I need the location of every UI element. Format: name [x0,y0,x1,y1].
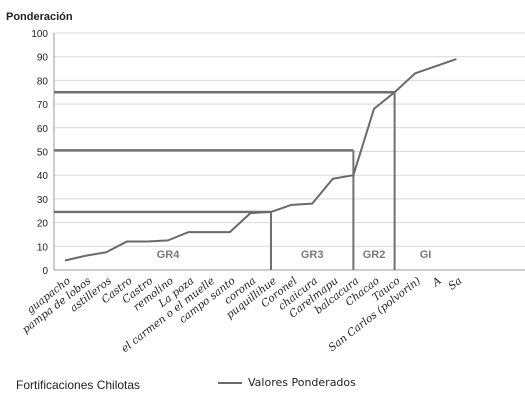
y-tick-label: 80 [37,76,49,87]
x-tick-label: Sa [446,275,464,293]
x-tick-label: A [429,275,443,290]
y-tick-label: 50 [37,148,49,159]
y-tick-label: 90 [37,53,49,64]
group-label: GR2 [363,249,386,261]
y-tick-label: 20 [37,219,49,230]
legend-label: Valores Ponderados [248,376,356,389]
legend-swatch [218,381,242,384]
series-line [64,58,457,262]
chart-footer-title: Fortificaciones Chilotas [16,378,141,392]
y-tick-label: 60 [37,124,49,135]
group-label: GI [420,249,432,261]
threshold-lines [54,91,396,270]
y-tick-label: 30 [37,195,49,206]
legend: Valores Ponderados [218,376,356,389]
y-tick-label: 40 [37,171,49,182]
group-label: GR4 [157,249,181,261]
series-lines [64,58,457,262]
y-tick-label: 0 [42,266,48,277]
y-tick-label: 70 [37,100,49,111]
y-tick-label: 10 [37,242,49,253]
y-tick-labels: 0 10 20 30 40 50 60 70 80 90 100 [31,29,48,277]
group-label: GR3 [301,249,324,261]
y-tick-label: 100 [31,29,48,40]
y-axis-title: Ponderación [6,11,73,23]
group-labels: GR4 GR3 GR2 GI [157,249,432,261]
